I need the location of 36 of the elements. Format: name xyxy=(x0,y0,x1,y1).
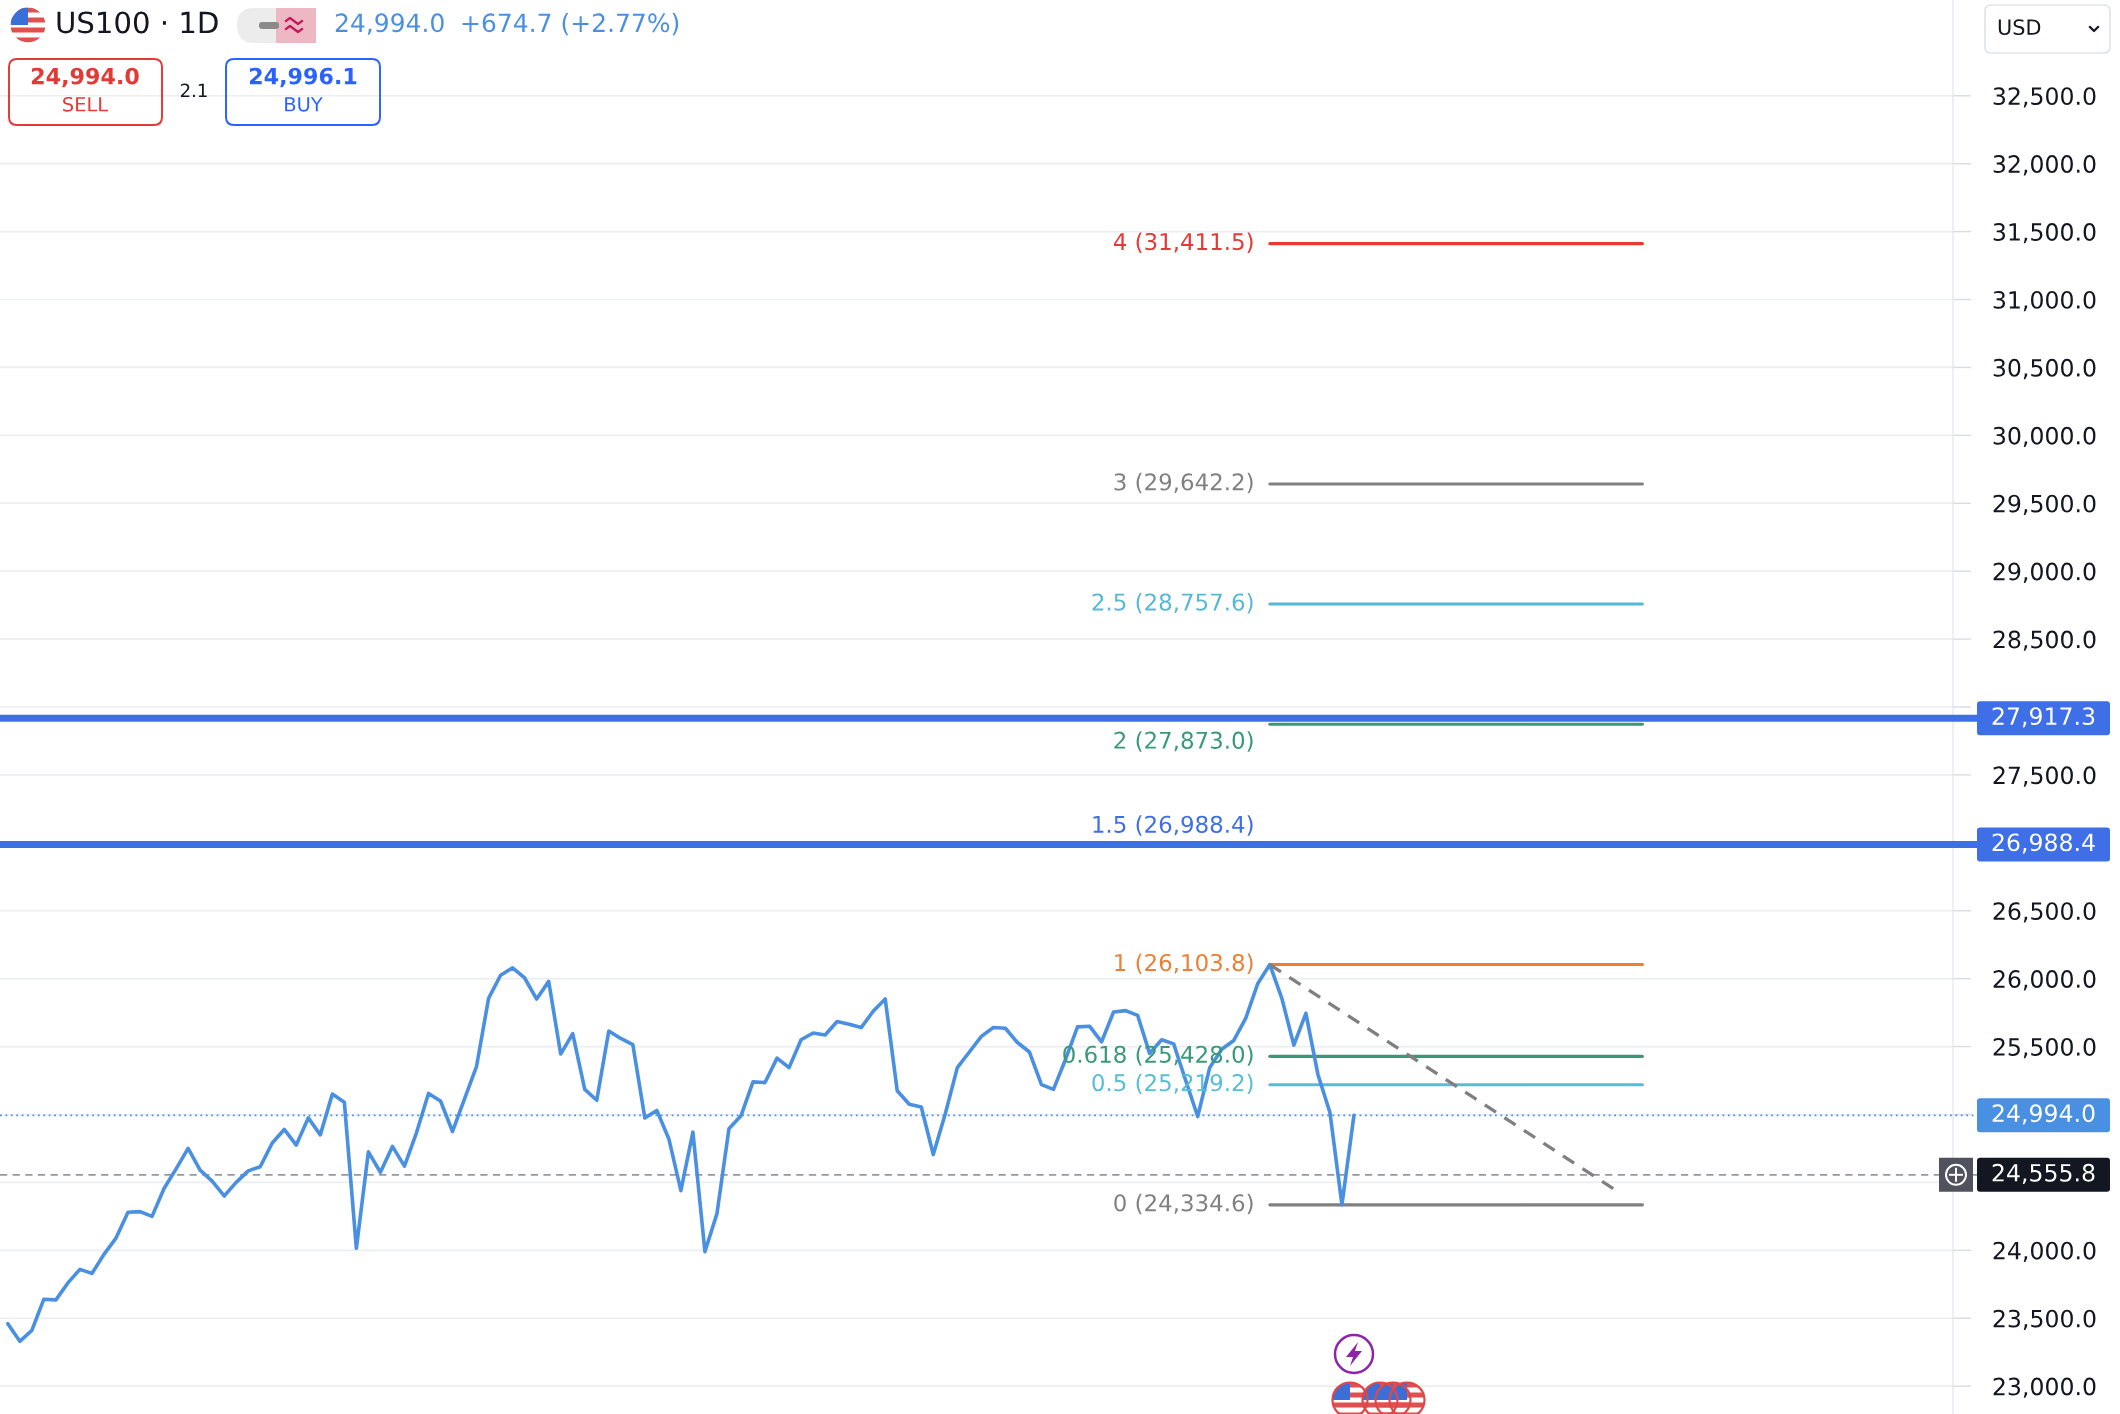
ref-line-label: 24,994.0 xyxy=(1992,1104,2095,1125)
text: USD xyxy=(1998,19,2041,36)
y-tick-label: 26,500.0 xyxy=(1993,902,2096,923)
annotation: +674.7 (+2.77%) xyxy=(462,12,679,36)
y-tick-label: 29,500.0 xyxy=(1993,494,2096,515)
annotation: SELL xyxy=(63,96,109,112)
y-tick-label: 29,000.0 xyxy=(1993,562,2096,583)
y-tick-label: 30,000.0 xyxy=(1993,426,2096,448)
chart-title: US100 · 1D xyxy=(57,11,218,34)
series-label: 4 (31,411.5) xyxy=(1113,232,1253,253)
y-tick-label: 31,500.0 xyxy=(1993,223,2096,244)
annotation: 24,994.0 xyxy=(31,67,139,88)
y-tick-label: 28,500.0 xyxy=(1993,630,2096,651)
ref-line-label: 24,555.8 xyxy=(1992,1163,2095,1185)
y-tick-label: 23,500.0 xyxy=(1993,1309,2096,1330)
y-tick-label: 27,500.0 xyxy=(1993,766,2096,787)
y-tick-label: 24,000.0 xyxy=(1993,1241,2096,1263)
ref-line-label: 26,988.4 xyxy=(1992,833,2095,854)
series-label: 3 (29,642.2) xyxy=(1114,472,1253,494)
series-label: 1 (26,103.8) xyxy=(1115,953,1253,974)
y-tick-label: 32,000.0 xyxy=(1993,155,2096,176)
annotation: 24,996.1 xyxy=(249,67,357,88)
annotation: 24,994.0 xyxy=(335,13,444,35)
series-label: 2.5 (28,757.6) xyxy=(1092,593,1253,614)
annotation: BUY xyxy=(285,97,323,112)
y-tick-label: 23,000.0 xyxy=(1993,1377,2096,1398)
series-label: 2 (27,873.0) xyxy=(1114,731,1253,752)
y-tick-label: 31,000.0 xyxy=(1993,290,2096,312)
y-tick-label: 30,500.0 xyxy=(1993,358,2096,380)
annotation: 2.1 xyxy=(180,83,207,97)
y-tick-label: 25,500.0 xyxy=(1993,1038,2096,1059)
y-tick-label: 26,000.0 xyxy=(1993,970,2096,991)
ref-line-label: 27,917.3 xyxy=(1992,707,2095,728)
series-label: 0 (24,334.6) xyxy=(1114,1193,1253,1215)
y-tick-label: 32,500.0 xyxy=(1993,87,2096,108)
annotation: 1.5 (26,988.4) xyxy=(1093,815,1253,836)
